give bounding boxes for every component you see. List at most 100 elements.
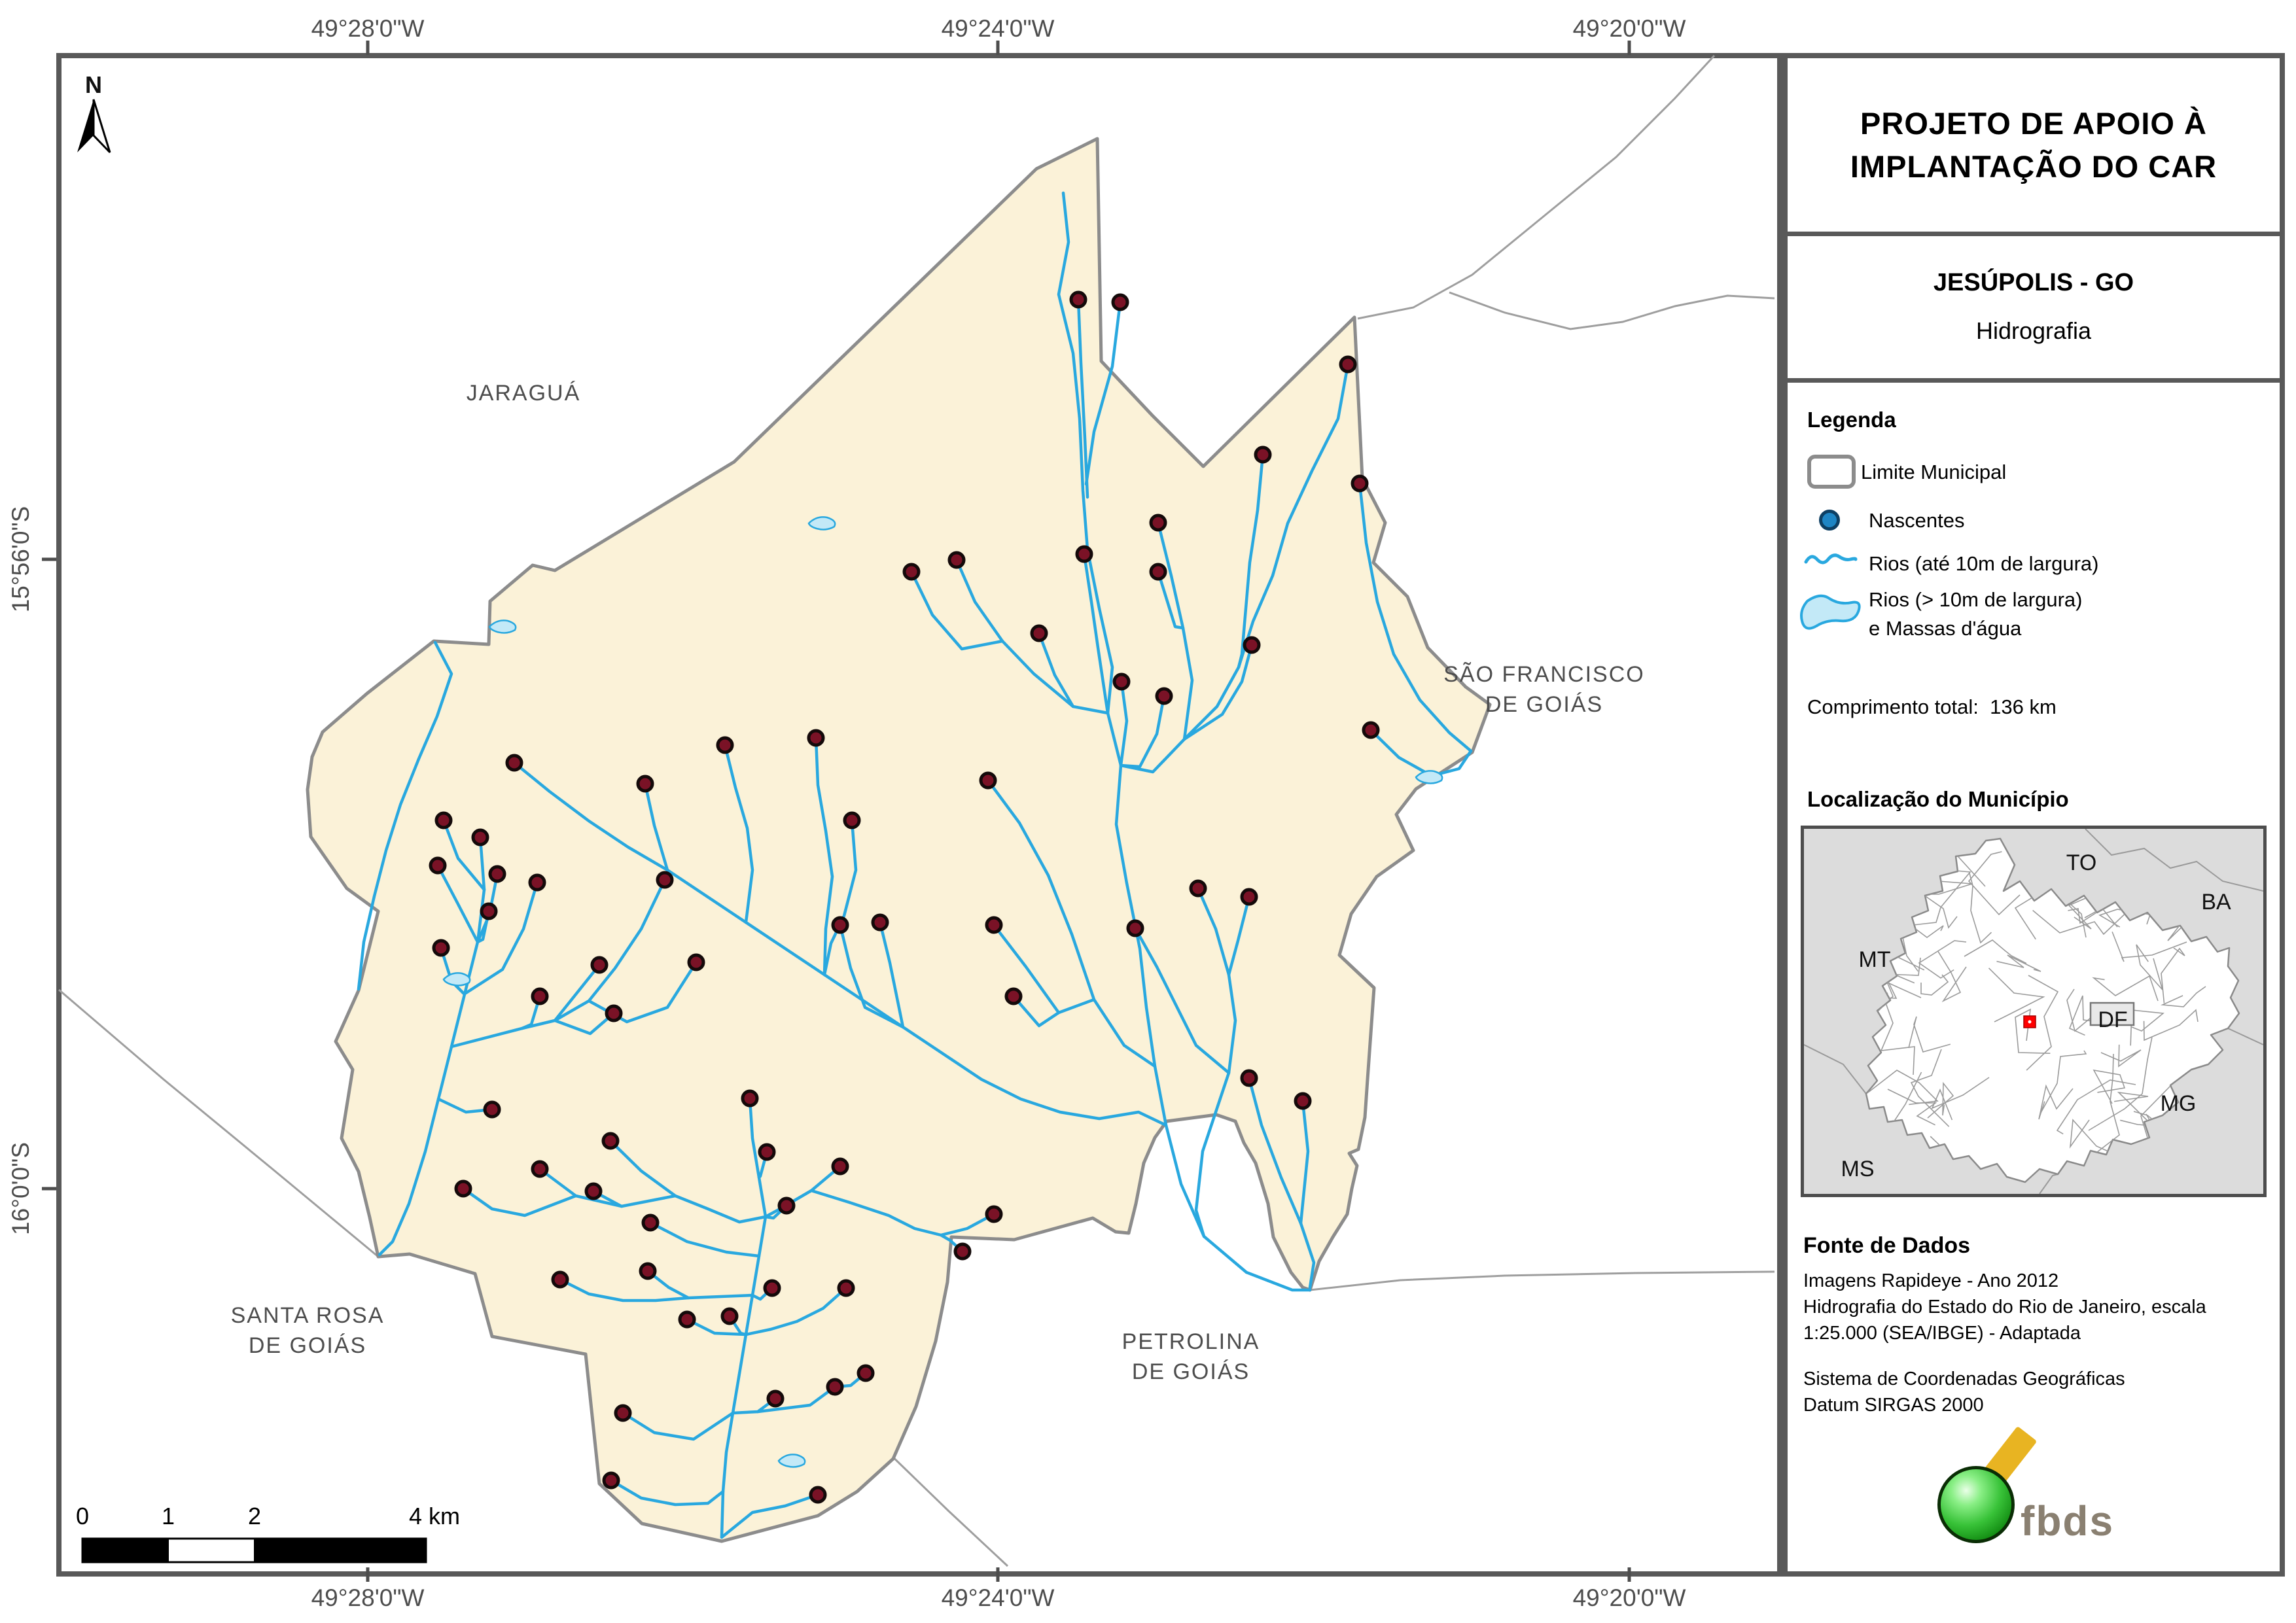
source-line1: Imagens Rapideye - Ano 2012 [1803, 1270, 2059, 1291]
river-line [1119, 362, 1350, 774]
neighbor-label: DE GOIÁS [1132, 1359, 1250, 1384]
source-line5: Datum SIRGAS 2000 [1803, 1395, 1984, 1416]
spring-dot [614, 1404, 632, 1422]
river-line [378, 835, 486, 1257]
river-line [592, 1189, 624, 1208]
project-title-line1: PROJETO DE APOIO À [1860, 106, 2207, 141]
river-line [955, 558, 1110, 715]
river-line [822, 818, 858, 977]
source-line4: Sistema de Coordenadas Geográficas [1803, 1369, 2125, 1389]
legend-item-rios-largos-1: Rios (> 10m de largura) [1869, 588, 2083, 611]
river-line [1156, 570, 1185, 630]
scalebar-label: 4 km [409, 1503, 460, 1529]
total-length-label: Comprimento total: 136 km [1807, 695, 2057, 718]
inset-state-boundary [2085, 828, 2264, 892]
spring-dot [766, 1389, 785, 1408]
spring-dot [837, 1279, 855, 1297]
water-body [777, 1454, 806, 1468]
rios-largos-swatch [1800, 594, 1861, 630]
river-line [476, 909, 491, 944]
neighbor-label: DE GOIÁS [1485, 692, 1603, 717]
coord-label-bottom: 49°28'0"W [311, 1584, 425, 1611]
river-line [464, 881, 539, 995]
neighbor-label: DE GOIÁS [249, 1333, 366, 1358]
spring-dot [551, 1270, 569, 1289]
spring-dot [639, 1262, 657, 1280]
spring-dot [641, 1213, 660, 1232]
total-length-value: 136 km [1990, 695, 2057, 718]
spring-dot [531, 1160, 549, 1178]
spring-dot [454, 1179, 472, 1198]
fbds-logo-text: fbds [2021, 1497, 2115, 1544]
spring-dot [1004, 987, 1023, 1005]
river-line [1133, 926, 1231, 1075]
river-line [646, 1269, 690, 1300]
spring-dot [1254, 445, 1272, 464]
project-title-line2: IMPLANTAÇÃO DO CAR [1850, 149, 2217, 184]
coord-label-left: 16°0'0"S [7, 1142, 34, 1235]
river-line [838, 923, 905, 1029]
water-body [442, 972, 471, 986]
river-line [648, 1221, 761, 1258]
river-line [723, 743, 754, 924]
legend-item-rios: Rios (até 10m de largura) [1869, 552, 2099, 575]
spring-dot [985, 916, 1003, 934]
spring-dot [505, 754, 523, 772]
coord-label-top: 49°20'0"W [1573, 15, 1686, 42]
spring-dot [758, 1143, 776, 1161]
inset-state-label: MT [1858, 947, 1890, 972]
source-line2: Hidrografia do Estado do Rio de Janeiro,… [1803, 1297, 2206, 1318]
nascentes-swatch [1819, 510, 1840, 531]
coord-label-left: 15°56'0"S [7, 506, 34, 613]
inset-state-label: DF [2098, 1007, 2127, 1032]
inset-state-label: BA [2201, 890, 2231, 915]
river-line [1057, 191, 1312, 1292]
river-line [756, 1385, 837, 1414]
spring-dot [488, 865, 506, 883]
spring-dot [429, 856, 447, 875]
river-line [553, 963, 601, 1022]
inset-df-box [2089, 1002, 2135, 1026]
inset-state-label: MG [2161, 1091, 2197, 1116]
inset-marker-center [2028, 1020, 2032, 1024]
spring-dot [1075, 545, 1093, 563]
spring-dot [1351, 474, 1369, 493]
spring-dot [1240, 888, 1258, 906]
inset-map-canvas: TO BA MT DF MG MS [1803, 828, 2264, 1195]
river-line [1037, 631, 1075, 708]
spring-dot [809, 1486, 827, 1504]
coord-label-bottom: 49°24'0"W [942, 1584, 1055, 1611]
water-body [488, 620, 517, 634]
spring-dot [831, 916, 849, 934]
river-line [910, 570, 1004, 651]
river-line [685, 1318, 748, 1336]
limite-municipal-swatch [1807, 455, 1856, 489]
inset-state-boundary [2039, 1174, 2058, 1195]
map-theme: Hidrografia [1975, 317, 2092, 344]
spring-dot [432, 939, 450, 957]
spring-dot [584, 1182, 603, 1200]
neighbor-boundary-line [1357, 54, 1716, 320]
spring-dot [1149, 514, 1167, 532]
river-line [609, 1478, 725, 1507]
scalebar-label: 2 [248, 1503, 261, 1529]
scalebar-label: 0 [76, 1503, 89, 1529]
river-line [520, 994, 542, 1030]
spring-dot [528, 873, 546, 892]
spring-dot [1362, 721, 1380, 739]
water-body [807, 516, 836, 531]
river-line [461, 1187, 578, 1217]
river-line [1247, 1076, 1316, 1289]
spring-dot [1189, 879, 1207, 898]
spring-dot [1126, 919, 1144, 937]
spring-dot [763, 1279, 781, 1297]
spring-dot [979, 771, 997, 790]
spring-dot [1243, 636, 1261, 654]
spring-dot [947, 551, 966, 569]
neighbor-label: SÃO FRANCISCO [1443, 662, 1644, 687]
legend-heading: Legenda [1807, 408, 1896, 432]
river-line [1012, 994, 1061, 1028]
river-line [553, 1011, 616, 1036]
river-line [1082, 552, 1110, 715]
river-line [809, 1189, 996, 1237]
